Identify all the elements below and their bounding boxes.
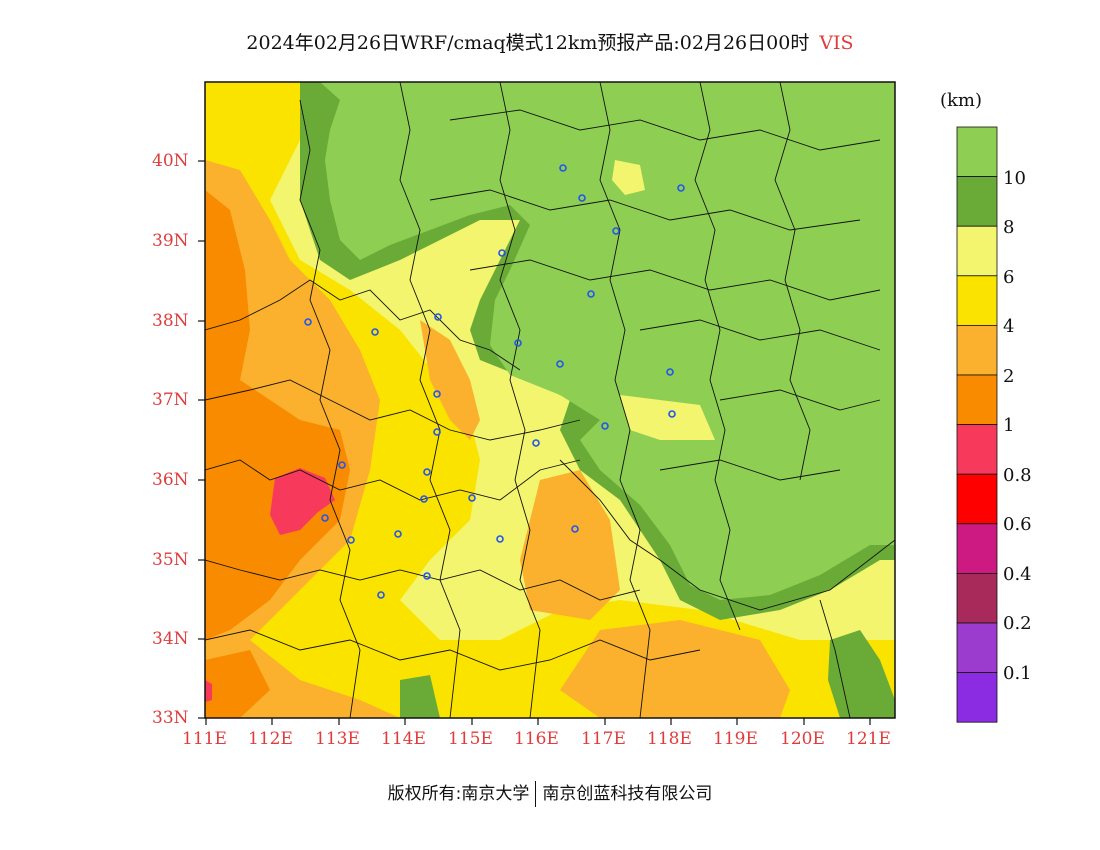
lon-label: 111E [182,729,227,749]
station-marker [578,194,586,202]
colorbar-swatch [956,573,998,624]
colorbar-swatch [956,374,998,425]
field-2-4km-se [560,620,790,718]
colorbar-label: 0.2 [1003,613,1032,634]
field-yellow-south-tongue [620,395,715,440]
station-marker [433,390,441,398]
colorbar-swatch [956,324,998,376]
station-marker [338,461,346,469]
field-1-2km-b [205,650,270,718]
station-marker [496,535,504,543]
colorbar-label: 4 [1003,316,1015,337]
lat-label: 40N [152,151,189,171]
footer: 版权所有:南京大学 南京创蓝科技有限公司 [0,779,1100,807]
colorbar-label: 2 [1003,366,1015,387]
station-marker [571,525,579,533]
lon-label: 118E [647,729,692,749]
lat-label: 35N [152,550,189,570]
field-4-6km-north [255,82,310,150]
lat-label: 34N [152,629,189,649]
station-marker [371,328,379,336]
lon-label: 114E [381,729,426,749]
field-green-sw [400,675,440,718]
field-10plus-island [612,160,645,195]
station-marker [601,422,609,430]
station-marker [468,494,476,502]
colorbar-swatch [956,126,998,177]
colorbar-unit: (km) [940,90,983,111]
field-1-2km [205,190,350,640]
field-2-4km-band [420,320,480,440]
station-marker [666,368,674,376]
station-marker [420,495,428,503]
station-marker [423,572,431,580]
colorbar-swatch [956,622,998,673]
field-0.8-1km-west [205,680,212,702]
colorbar-label: 10 [1003,168,1026,189]
lon-label: 112E [248,729,293,749]
colorbar-label: 8 [1003,217,1015,238]
title-variable: VIS [819,32,854,54]
lon-label: 120E [780,729,825,749]
lon-label: 119E [713,729,758,749]
station-markers [304,164,685,599]
lon-label: 113E [315,729,360,749]
station-marker [347,536,355,544]
station-marker [559,164,567,172]
lon-ticks [205,718,871,725]
lat-label: 36N [152,470,189,490]
colorbar-label: 0.1 [1003,663,1032,684]
colorbar-swatch [956,424,998,475]
station-marker [304,318,312,326]
lat-label: 37N [152,390,189,410]
station-marker [423,468,431,476]
lat-label: 38N [152,311,189,331]
station-marker [377,591,385,599]
station-marker [514,339,522,347]
footer-separator [535,781,537,807]
footer-company: 南京创蓝科技有限公司 [542,784,713,804]
colorbar-label: 0.6 [1003,514,1032,535]
field-4-6km [205,82,895,718]
station-marker [587,290,595,298]
colorbar-label: 1 [1003,415,1015,436]
title-main: 2024年02月26日WRF/cmaq模式12km预报产品:02月26日00时 [246,32,810,54]
lon-label: 115E [448,729,493,749]
colorbar-swatch [956,225,998,277]
lat-label: 39N [152,231,189,251]
visibility-field [205,82,895,718]
station-marker [532,439,540,447]
footer-copyright: 版权所有:南京大学 [387,784,530,804]
colorbar-swatch [956,275,998,326]
colorbar-swatch [956,176,998,227]
field-0.8-1km [270,468,335,535]
colorbar-label: 6 [1003,267,1015,288]
chart-title: 2024年02月26日WRF/cmaq模式12km预报产品:02月26日00时 V… [0,28,1100,55]
field-2-4km-south [520,470,620,620]
colorbar [956,126,998,723]
station-marker [434,313,442,321]
lat-ticks [198,160,205,719]
admin-boundaries [205,82,895,718]
colorbar-swatch [956,523,998,574]
station-marker [612,227,620,235]
station-marker [668,410,676,418]
station-marker [677,184,685,192]
station-marker [394,530,402,538]
colorbar-label: 0.8 [1003,465,1032,486]
colorbar-label: 0.4 [1003,564,1032,585]
colorbar-swatch [956,473,998,525]
station-marker [433,428,441,436]
lon-label: 117E [581,729,626,749]
lon-label: 116E [514,729,559,749]
lon-label: 121E [846,729,891,749]
station-marker [556,360,564,368]
lat-label: 33N [152,708,189,728]
colorbar-swatch [956,672,998,723]
station-marker [321,514,329,522]
station-marker [498,249,506,257]
